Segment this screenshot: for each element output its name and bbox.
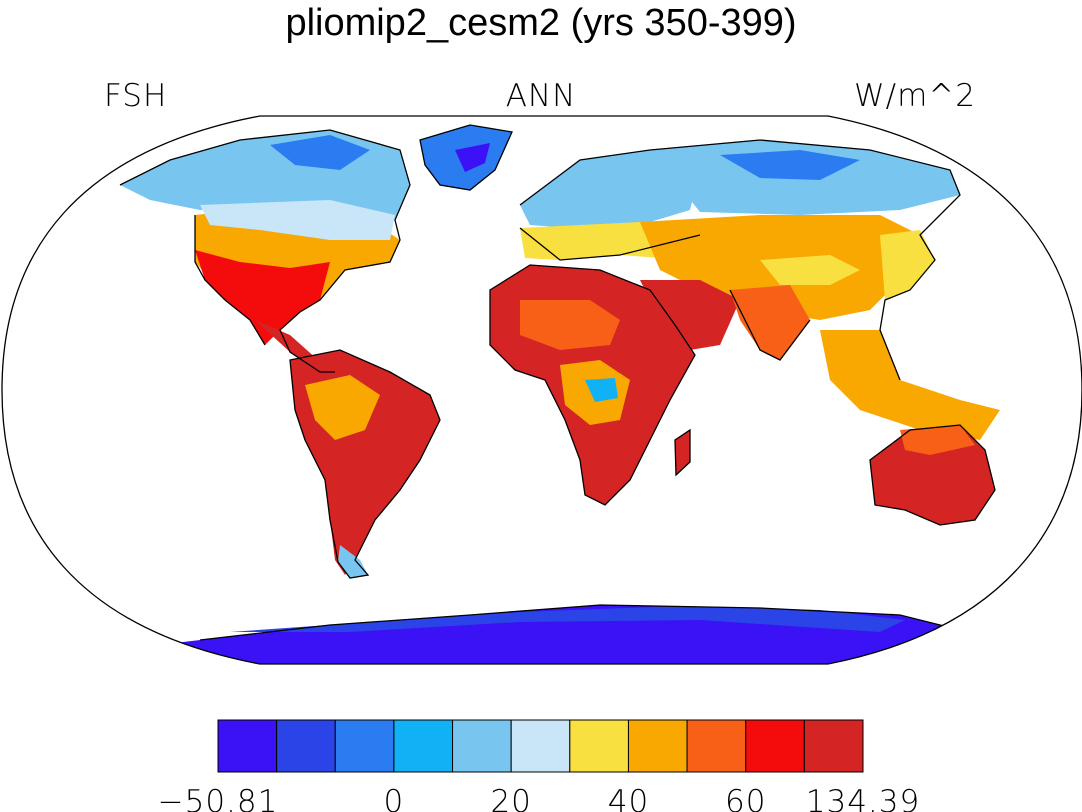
- colorbar-swatch: [569, 719, 629, 773]
- globe-outline: [1, 115, 1082, 665]
- colorbar-swatch: [334, 719, 395, 773]
- canada-light: [200, 200, 395, 240]
- africa-warm: [520, 300, 620, 350]
- colorbar-swatch: [393, 719, 454, 773]
- siberia-cold: [720, 150, 860, 180]
- colorbar-swatch: [686, 719, 747, 773]
- colorbar: [217, 719, 864, 773]
- coast-africa: [489, 264, 696, 506]
- east-asia: [880, 230, 935, 300]
- colorbar-tick-label: 20: [490, 784, 531, 812]
- colorbar-swatch: [627, 719, 688, 773]
- coast-eurasia: [519, 139, 961, 381]
- coast-madagascar: [674, 428, 691, 477]
- coast-australia: [869, 424, 996, 526]
- units-label: W/m^2: [854, 78, 976, 114]
- antarctica-edge: [230, 606, 905, 632]
- southeast-asia: [820, 330, 1000, 440]
- season-label: ANN: [505, 78, 577, 114]
- europe: [520, 150, 700, 228]
- colorbar-tick-label: 60: [725, 784, 766, 812]
- australia-north: [900, 425, 975, 455]
- congo-core: [585, 378, 618, 402]
- variable-label: FSH: [104, 78, 168, 114]
- colorbar-swatch: [745, 719, 805, 773]
- colorbar-swatch: [803, 719, 864, 773]
- coastlines: [119, 124, 1001, 641]
- madagascar: [675, 430, 690, 475]
- coast-greenland: [419, 124, 513, 191]
- colorbar-tick-label: −50.81: [158, 784, 279, 812]
- greenland-core: [455, 143, 490, 172]
- middle-east: [640, 280, 740, 350]
- colorbar-labels: −50.81 0 20 40 60 134.39: [158, 784, 920, 812]
- colorbar-swatch: [452, 719, 512, 773]
- india: [730, 285, 810, 360]
- colorbar-swatch: [276, 719, 336, 773]
- colorbar-tick-label: 40: [608, 784, 649, 812]
- colorbar-swatch: [510, 719, 571, 773]
- north-america-south: [195, 250, 330, 345]
- colorbar-swatch: [217, 719, 278, 773]
- arctic-canada: [270, 135, 370, 170]
- colorbar-tick-label: 0: [384, 784, 405, 812]
- land-fields: [2, 125, 1082, 664]
- australia: [870, 425, 995, 525]
- amazon-warm: [305, 375, 380, 440]
- coast-north-america: [119, 129, 411, 373]
- coast-antarctica: [199, 604, 1001, 641]
- colorbar-tick-label: 134.39: [806, 784, 920, 812]
- coast-south-america: [289, 349, 441, 579]
- plot-title: pliomip2_cesm2 (yrs 350-399): [285, 2, 797, 44]
- tibet: [760, 255, 860, 285]
- patagonia: [338, 545, 368, 578]
